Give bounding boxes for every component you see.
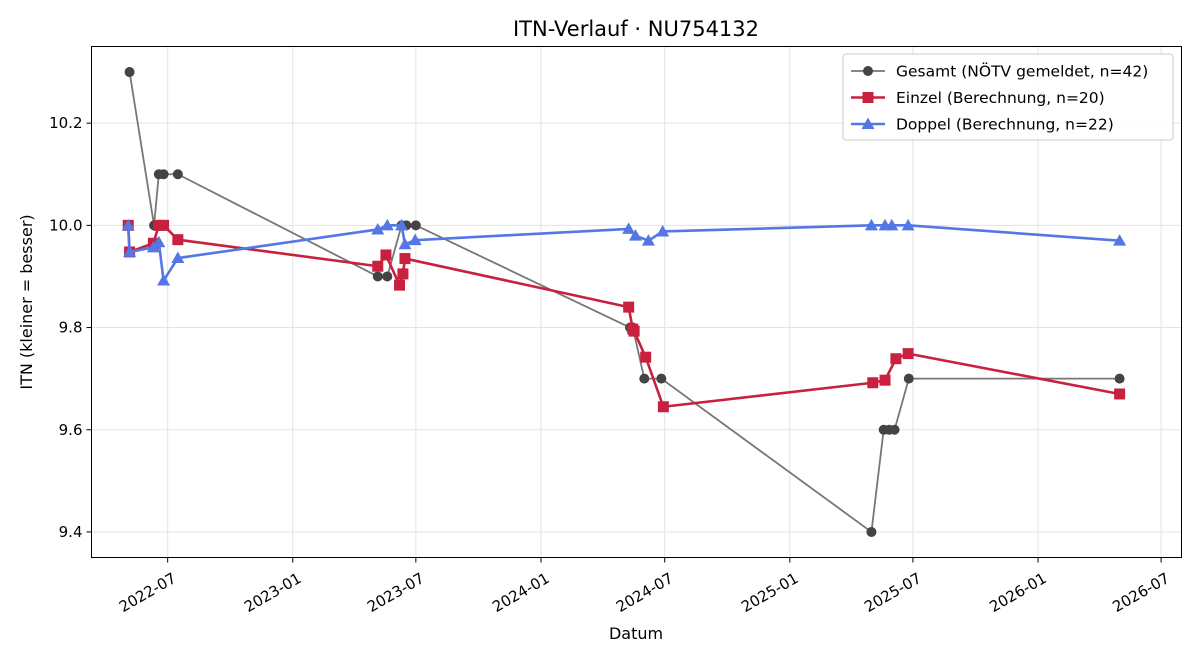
data-point <box>410 220 421 231</box>
y-tick-label: 10.2 <box>49 114 82 132</box>
legend-entry: Doppel (Berechnung, n=22) <box>851 116 1114 134</box>
series-triangle <box>121 218 1127 286</box>
data-point <box>121 218 135 231</box>
data-point <box>171 251 185 264</box>
legend: Gesamt (NÖTV gemeldet, n=42) Einzel (Bere… <box>842 53 1174 141</box>
data-point <box>901 218 915 231</box>
data-point <box>641 234 655 246</box>
data-point <box>397 268 409 280</box>
data-point <box>890 353 902 365</box>
data-point <box>380 249 392 261</box>
data-point <box>867 377 879 389</box>
data-point <box>124 67 135 78</box>
data-point <box>623 301 635 313</box>
series-square <box>122 219 1126 413</box>
y-tick-label: 9.4 <box>59 523 83 541</box>
data-point <box>1114 373 1125 384</box>
data-point <box>372 271 383 282</box>
data-point <box>903 373 914 384</box>
data-point <box>380 218 394 231</box>
data-point <box>628 325 640 337</box>
data-point <box>902 348 914 360</box>
legend-label: Gesamt (NÖTV gemeldet, n=42) <box>896 62 1148 81</box>
data-point <box>395 218 409 231</box>
data-point <box>656 373 667 384</box>
data-point <box>158 169 169 180</box>
data-point <box>885 218 899 231</box>
chart-title: ITN-Verlauf · NU754132 <box>513 17 759 41</box>
data-point <box>398 237 412 250</box>
data-point <box>864 218 878 231</box>
data-point <box>172 169 183 180</box>
y-axis-title: ITN (kleiner = besser) <box>17 214 36 389</box>
data-point <box>640 351 652 363</box>
data-point <box>152 235 166 248</box>
data-point <box>639 373 650 384</box>
data-point <box>1114 388 1126 400</box>
legend-entry: Gesamt (NÖTV gemeldet, n=42) <box>851 62 1148 81</box>
y-tick-label: 10.0 <box>49 216 82 234</box>
data-point <box>628 229 642 241</box>
legend-label: Doppel (Berechnung, n=22) <box>896 116 1114 134</box>
y-tick-label: 9.8 <box>59 319 83 337</box>
x-axis-title: Datum <box>609 624 663 643</box>
legend-marker <box>861 117 875 129</box>
legend-marker <box>863 66 873 76</box>
legend-marker <box>862 92 874 103</box>
data-point <box>371 222 385 235</box>
legend-frame <box>842 53 1174 141</box>
data-point <box>172 234 184 246</box>
data-point <box>123 245 137 257</box>
data-point <box>399 253 411 265</box>
y-tick-label: 9.6 <box>59 421 83 439</box>
legend-entry: Einzel (Berechnung, n=20) <box>851 89 1105 107</box>
data-point <box>382 271 393 282</box>
data-point <box>622 222 636 234</box>
legend-label: Einzel (Berechnung, n=20) <box>896 89 1105 107</box>
data-point <box>394 279 406 291</box>
data-point <box>879 374 891 386</box>
data-point <box>408 233 422 246</box>
plot-series <box>121 67 1127 537</box>
data-point <box>1113 234 1127 246</box>
data-point <box>158 219 170 231</box>
data-point <box>889 424 900 435</box>
data-point <box>372 260 384 272</box>
data-point <box>866 526 877 537</box>
data-point <box>157 274 171 286</box>
plot-frame <box>91 46 1182 558</box>
data-point <box>656 224 670 237</box>
data-point <box>657 401 669 413</box>
